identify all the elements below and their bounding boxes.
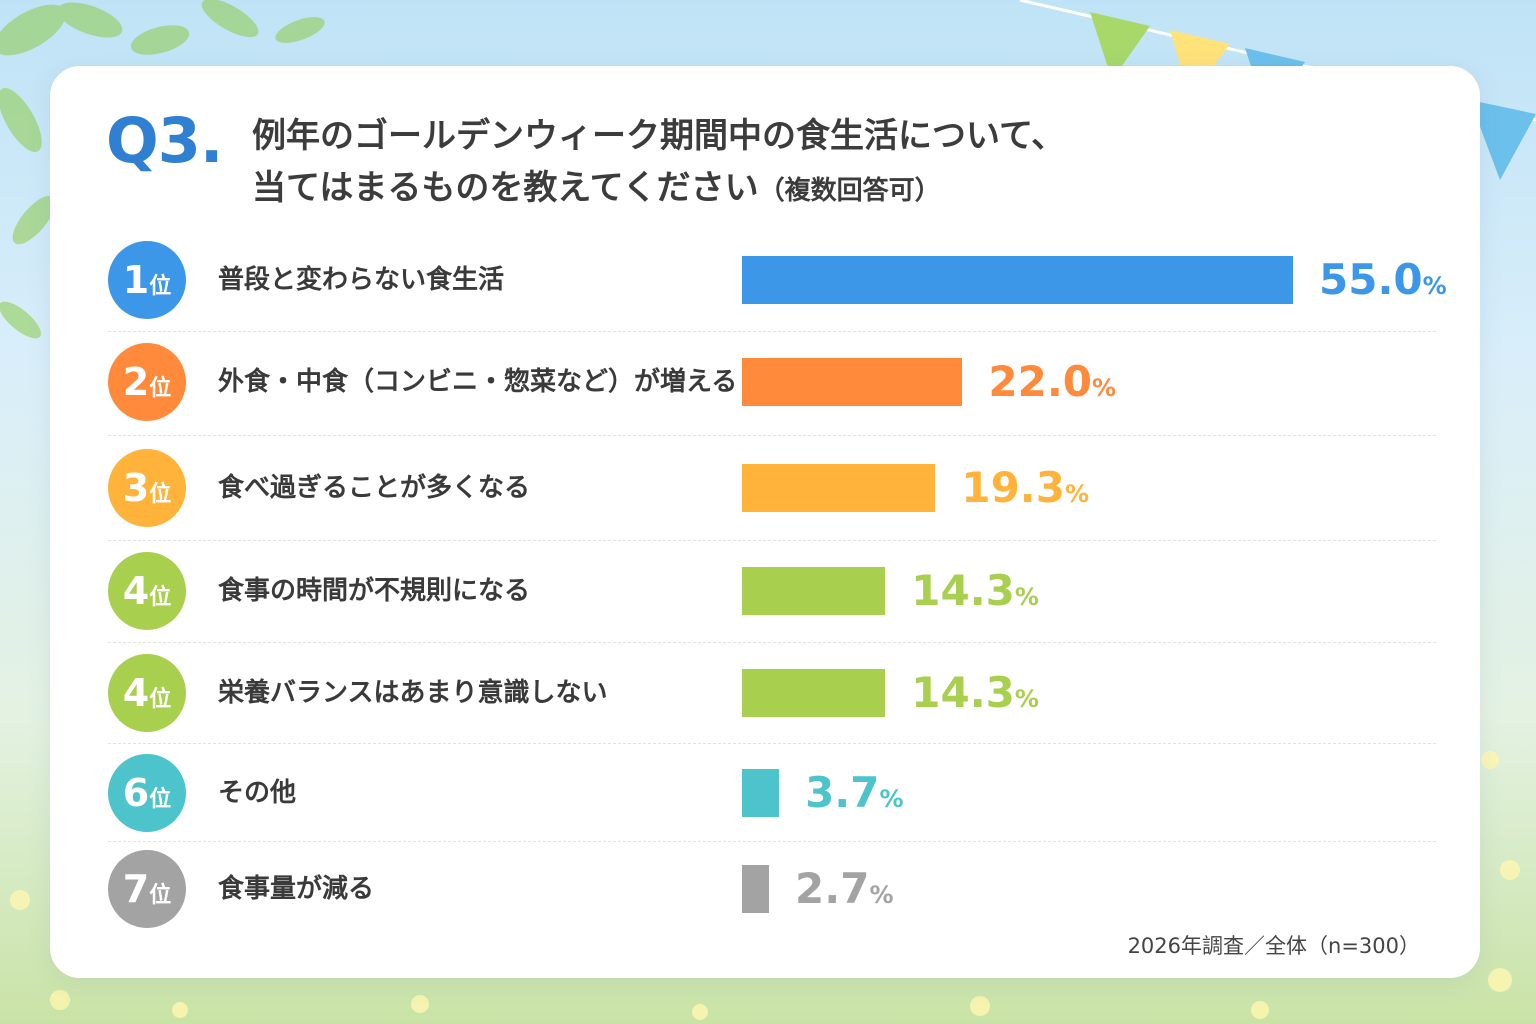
bar [742, 669, 886, 717]
rank-suffix: 位 [149, 482, 172, 507]
value-label: 22.0% [988, 352, 1116, 412]
question-title-line2: 当てはまるものを教えてください [252, 168, 759, 208]
category-label: 食事の時間が不規則になる [218, 576, 531, 606]
rank-number: 4 [122, 569, 150, 613]
question-title: 例年のゴールデンウィーク期間中の食生活について、 当てはまるものを教えてください… [252, 110, 1212, 217]
rank-badge: 1位 [108, 241, 186, 319]
value-percent: % [879, 785, 904, 813]
value-number: 14.3 [911, 566, 1015, 615]
category-label: 普段と変わらない食生活 [218, 265, 505, 295]
rank-number: 4 [122, 671, 150, 715]
row-separator [108, 540, 1436, 541]
value-percent: % [1064, 480, 1090, 508]
question-title-line2-wrap: 当てはまるものを教えてください（複数回答可） [252, 162, 1212, 217]
value-label: 14.3% [911, 663, 1039, 723]
rank-number: 6 [122, 771, 150, 815]
survey-footnote: 2026年調査／全体（n=300） [1127, 934, 1420, 958]
rank-number: 1 [122, 258, 150, 302]
value-label: 19.3% [961, 458, 1089, 518]
rank-suffix: 位 [149, 787, 172, 812]
value-label: 3.7% [805, 763, 903, 823]
rank-number: 2 [122, 360, 150, 404]
category-label: 外食・中食（コンビニ・惣菜など）が増える [218, 367, 738, 397]
value-label: 2.7% [795, 859, 893, 919]
row-separator [108, 435, 1436, 436]
question-title-line1: 例年のゴールデンウィーク期間中の食生活について、 [252, 116, 1066, 156]
value-number: 22.0 [988, 357, 1093, 406]
rank-badge: 4位 [108, 654, 186, 732]
rank-number: 3 [122, 466, 150, 510]
row-separator [108, 841, 1436, 842]
category-label: 栄養バランスはあまり意識しない [218, 678, 608, 708]
question-number: Q3. [106, 104, 223, 177]
value-label: 14.3% [911, 561, 1039, 621]
value-percent: % [869, 881, 894, 909]
value-percent: % [1092, 374, 1117, 402]
bar [742, 567, 886, 615]
row-separator [108, 743, 1436, 744]
value-number: 14.3 [911, 668, 1015, 717]
question-note: （複数回答可） [758, 176, 941, 206]
row-separator [108, 642, 1436, 643]
rank-suffix: 位 [149, 274, 172, 299]
bar [742, 464, 936, 512]
rank-badge: 6位 [108, 754, 186, 832]
rank-number: 7 [122, 867, 150, 911]
rank-badge: 4位 [108, 552, 186, 630]
rank-suffix: 位 [149, 376, 172, 401]
survey-card [50, 66, 1480, 978]
value-number: 2.7 [795, 864, 870, 913]
rank-suffix: 位 [149, 687, 172, 712]
value-number: 19.3 [961, 463, 1065, 512]
value-number: 55.0 [1319, 255, 1423, 304]
row-separator [108, 331, 1436, 332]
category-label: 食事量が減る [218, 874, 375, 904]
value-percent: % [1014, 583, 1039, 611]
rank-badge: 7位 [108, 850, 186, 928]
value-percent: % [1422, 272, 1447, 300]
bar [742, 358, 963, 406]
bar [742, 769, 780, 817]
bar [742, 865, 770, 913]
value-percent: % [1014, 685, 1039, 713]
value-label: 55.0% [1319, 250, 1447, 310]
bar [742, 256, 1293, 304]
rank-badge: 2位 [108, 343, 186, 421]
category-label: その他 [218, 778, 297, 808]
rank-badge: 3位 [108, 449, 186, 527]
value-number: 3.7 [805, 768, 880, 817]
rank-suffix: 位 [149, 585, 172, 610]
rank-suffix: 位 [149, 883, 172, 908]
category-label: 食べ過ぎることが多くなる [218, 473, 531, 503]
